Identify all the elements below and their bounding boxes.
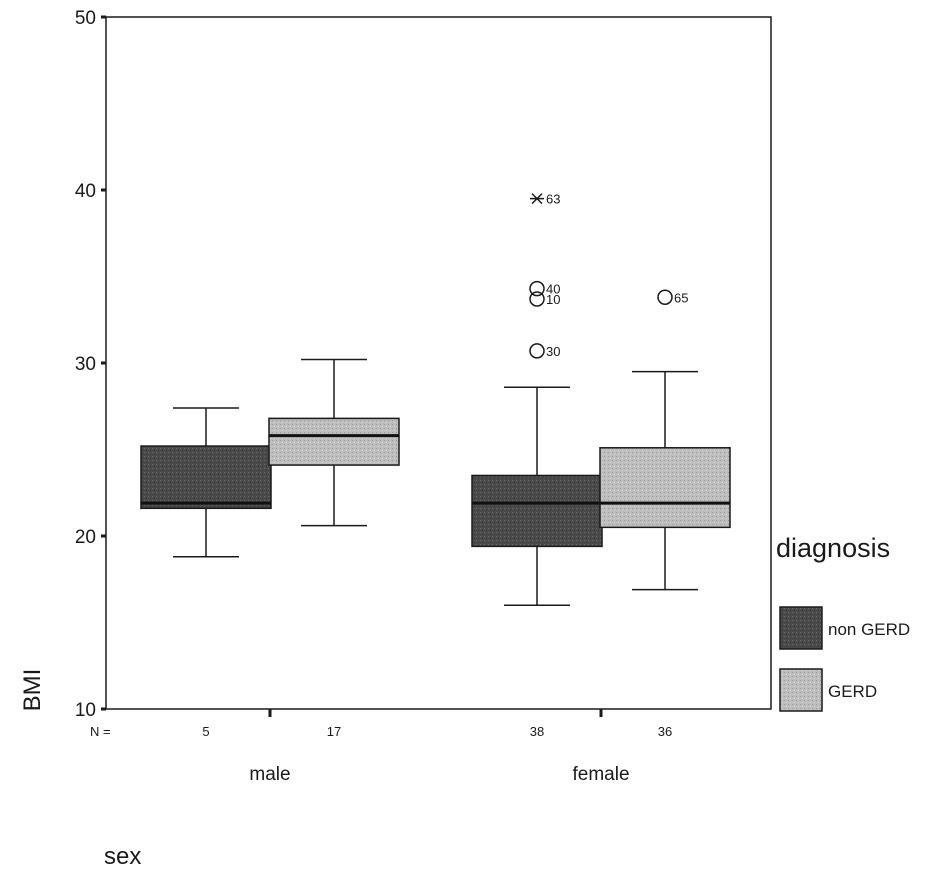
n-count-gerd-female: 36 (658, 724, 672, 739)
n-prefix-label: N = (90, 724, 111, 739)
box-non-gerd-female (472, 387, 602, 605)
legend-swatch-gerd (780, 669, 822, 711)
n-count-gerd-male: 17 (327, 724, 341, 739)
box-group (141, 360, 730, 606)
category-label-male: male (249, 764, 290, 785)
outlier-circle-65 (658, 290, 672, 304)
legend-swatch-non-gerd (780, 607, 822, 649)
iqr-box-gerd-male (269, 418, 399, 465)
category-label-female: female (572, 764, 629, 785)
outlier-label-65: 65 (674, 290, 688, 305)
outlier-star-63 (530, 194, 544, 204)
iqr-box-non-gerd-male (141, 446, 271, 508)
outlier-label-10: 10 (546, 292, 560, 307)
outlier-circle-30 (530, 344, 544, 358)
y-axis: 10 20 30 40 50 (75, 8, 106, 721)
outlier-63: 63 (530, 192, 560, 207)
outlier-30: 30 (530, 344, 560, 359)
outlier-65: 65 (658, 290, 688, 305)
legend-label-gerd: GERD (828, 682, 877, 701)
n-count-non-gerd-female: 38 (530, 724, 544, 739)
y-tick-label-40: 40 (75, 181, 96, 202)
y-tick-label-10: 10 (75, 700, 96, 721)
y-tick-label-20: 20 (75, 527, 96, 548)
outlier-label-30: 30 (546, 344, 560, 359)
box-non-gerd-male (141, 408, 271, 557)
y-axis-title: BMI (19, 669, 46, 712)
plot-frame (106, 17, 771, 709)
legend: diagnosis non GERD GERD (776, 533, 910, 711)
x-axis: N = male female 5 38 17 36 (90, 709, 672, 785)
n-count-non-gerd-male: 5 (202, 724, 209, 739)
outlier-circle-10 (530, 292, 544, 306)
y-tick-label-50: 50 (75, 8, 96, 29)
outlier-10: 10 (530, 292, 560, 307)
box-gerd-female (600, 372, 730, 590)
iqr-box-gerd-female (600, 448, 730, 528)
box-gerd-male (269, 360, 399, 526)
y-tick-label-30: 30 (75, 354, 96, 375)
iqr-box-non-gerd-female (472, 475, 602, 546)
legend-title: diagnosis (776, 533, 890, 563)
x-axis-title: sex (104, 843, 141, 870)
legend-label-non-gerd: non GERD (828, 620, 910, 639)
outlier-label-63: 63 (546, 192, 560, 207)
